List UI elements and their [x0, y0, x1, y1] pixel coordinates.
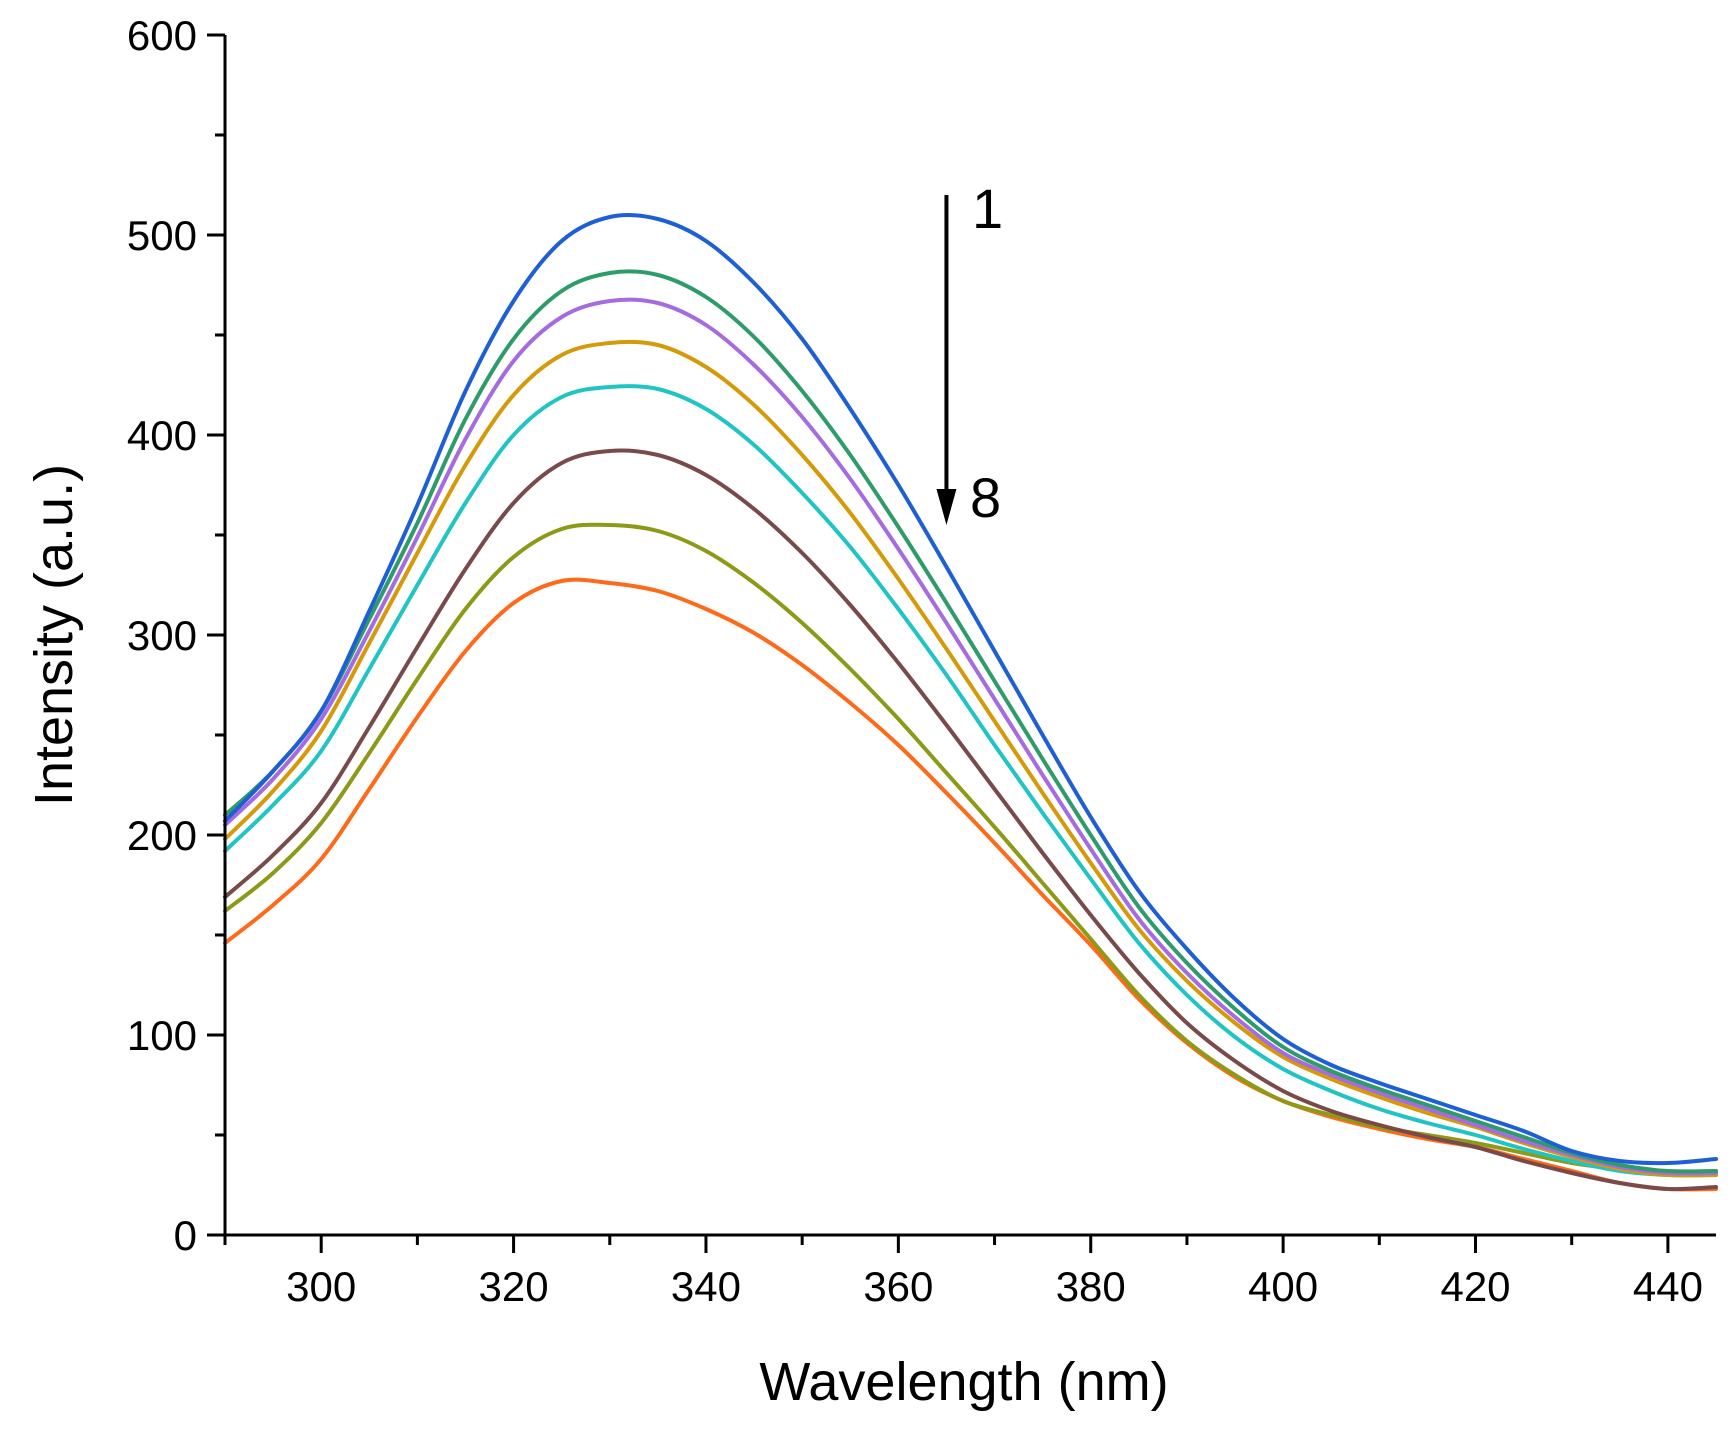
y-tick-label: 100 — [127, 1012, 197, 1059]
x-tick-label: 380 — [1056, 1263, 1126, 1310]
trend-arrowhead — [936, 489, 957, 525]
annotation-start-label: 1 — [972, 177, 1003, 240]
series-line-3 — [223, 297, 1718, 1176]
y-tick-label: 200 — [127, 812, 197, 859]
x-tick-label: 360 — [863, 1263, 933, 1310]
x-tick-label: 300 — [286, 1263, 356, 1310]
x-tick-label: 440 — [1633, 1263, 1703, 1310]
series-line-6 — [223, 448, 1718, 1192]
y-axis-title: Intensity (a.u.) — [24, 464, 84, 806]
series-layer — [223, 212, 1718, 1192]
y-tick-label: 300 — [127, 612, 197, 659]
y-tick-label: 500 — [127, 212, 197, 259]
ticks-layer: 300 320 340 360 380 400 420 440 0 100 200 300 400 500… — [127, 12, 1703, 1310]
series-line-8 — [223, 577, 1718, 1192]
x-tick-label: 320 — [479, 1263, 549, 1310]
x-axis-title: Wavelength (nm) — [759, 1352, 1168, 1412]
series-line-1 — [223, 212, 1718, 1166]
y-tick-label: 600 — [127, 12, 197, 59]
series-line-5 — [223, 384, 1718, 1178]
series-line-4 — [223, 339, 1718, 1178]
x-tick-label: 420 — [1440, 1263, 1510, 1310]
y-tick-label: 400 — [127, 412, 197, 459]
x-tick-label: 340 — [671, 1263, 741, 1310]
x-tick-label: 400 — [1248, 1263, 1318, 1310]
annotation-layer: 1 8 — [936, 177, 1003, 529]
series-line-7 — [223, 522, 1718, 1176]
annotation-end-label: 8 — [970, 466, 1001, 529]
y-tick-label: 0 — [174, 1212, 197, 1259]
series-line-2 — [223, 269, 1718, 1174]
